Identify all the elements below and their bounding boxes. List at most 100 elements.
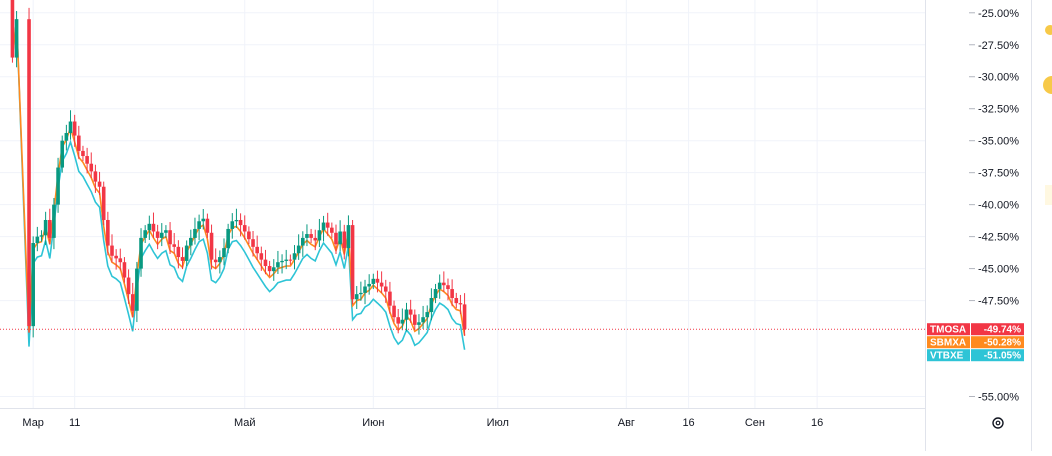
candle-body <box>264 260 268 266</box>
candle-body <box>417 322 421 325</box>
candle-body <box>36 237 40 243</box>
candle-body <box>459 303 463 304</box>
candle-body <box>48 220 52 238</box>
candle-body <box>363 286 367 292</box>
candle-body <box>135 269 139 311</box>
badge-series-name: TMOSA <box>930 325 966 336</box>
candle-body <box>164 230 168 233</box>
candle-body <box>243 225 247 231</box>
series-line-sbmxa <box>12 19 464 335</box>
candle-body <box>127 278 131 295</box>
candle-body <box>425 312 429 317</box>
y-tick-label: -45.00% <box>978 264 1019 276</box>
y-tick-label: -40.00% <box>978 200 1019 212</box>
candle-body <box>60 141 64 168</box>
candle-body <box>197 221 201 229</box>
candle-body <box>152 224 156 232</box>
candle-body <box>148 224 152 230</box>
candle-body <box>284 260 288 261</box>
candle-body <box>160 233 164 238</box>
x-tick-label: Май <box>234 417 256 429</box>
candle-body <box>189 238 193 246</box>
candle-body <box>118 258 122 262</box>
candle-body <box>334 233 338 245</box>
y-tick-label: -35.00% <box>978 136 1019 148</box>
candle-body <box>413 315 417 325</box>
candle-body <box>272 267 276 271</box>
candle-body <box>52 205 56 238</box>
candle-body <box>77 136 81 151</box>
candle-body <box>73 122 77 136</box>
candle-body <box>376 279 380 283</box>
candle-body <box>85 156 89 164</box>
candle-body <box>123 262 127 277</box>
candle-body <box>201 219 205 222</box>
candle-body <box>168 230 172 244</box>
candle-body <box>255 247 259 253</box>
candle-body <box>15 19 19 57</box>
x-tick-label: Мар <box>22 417 44 429</box>
candle-body <box>338 231 342 244</box>
candle-body <box>351 225 355 299</box>
x-tick-label: 16 <box>682 417 694 429</box>
side-panel-highlight <box>1045 185 1052 205</box>
candle-body <box>114 256 118 259</box>
candle-body <box>396 317 400 323</box>
candle-body <box>297 246 301 254</box>
candle-body <box>139 238 143 269</box>
candle-body <box>218 257 222 262</box>
candle-body <box>40 235 44 236</box>
candle-body <box>326 223 330 228</box>
candle-body <box>222 248 226 257</box>
candle-body <box>301 238 305 246</box>
y-tick-label: -37.50% <box>978 168 1019 180</box>
candle-body <box>392 306 396 318</box>
candle-body <box>106 220 110 246</box>
candle-body <box>401 320 405 324</box>
candle-body <box>56 168 60 205</box>
candle-body <box>367 284 371 287</box>
gear-center <box>996 421 1000 425</box>
candle-body <box>260 253 264 259</box>
candle-body <box>372 279 376 284</box>
candle-body <box>98 182 102 187</box>
badge-series-name: VTBXE <box>930 351 964 362</box>
y-tick-label: -27.50% <box>978 40 1019 52</box>
candle-body <box>388 292 392 306</box>
candle-body <box>31 243 35 326</box>
candle-body <box>289 260 293 261</box>
candle-body <box>27 19 31 326</box>
candle-body <box>81 151 85 156</box>
candle-body <box>185 246 189 261</box>
candle-body <box>280 261 284 262</box>
candle-body <box>318 230 322 240</box>
candle-body <box>438 283 442 289</box>
side-panel <box>1039 0 1052 451</box>
settings-button[interactable] <box>993 418 1003 428</box>
candle-body <box>463 304 467 329</box>
candle-body <box>305 234 309 238</box>
candle-body <box>239 220 243 225</box>
candle-body <box>276 262 280 267</box>
x-tick-label: Авг <box>618 417 635 429</box>
candle-body <box>247 231 251 239</box>
badge-series-value: -50.28% <box>984 338 1021 349</box>
grid <box>0 0 925 408</box>
candle-body <box>210 233 214 260</box>
gear-icon[interactable] <box>993 418 1003 428</box>
x-tick-label: Июн <box>362 417 384 429</box>
y-axis[interactable]: -25.00%-27.50%-30.00%-32.50%-35.00%-37.5… <box>926 0 1020 451</box>
candle-body <box>94 171 98 181</box>
candle-body <box>421 317 425 322</box>
candle-body <box>446 285 450 289</box>
candle-body <box>206 219 210 233</box>
candle-body <box>156 231 160 237</box>
y-tick-label: -25.00% <box>978 8 1019 20</box>
candle-body <box>322 223 326 231</box>
candle-body <box>313 238 317 241</box>
y-tick-label: -42.50% <box>978 232 1019 244</box>
y-tick-label: -47.50% <box>978 296 1019 308</box>
